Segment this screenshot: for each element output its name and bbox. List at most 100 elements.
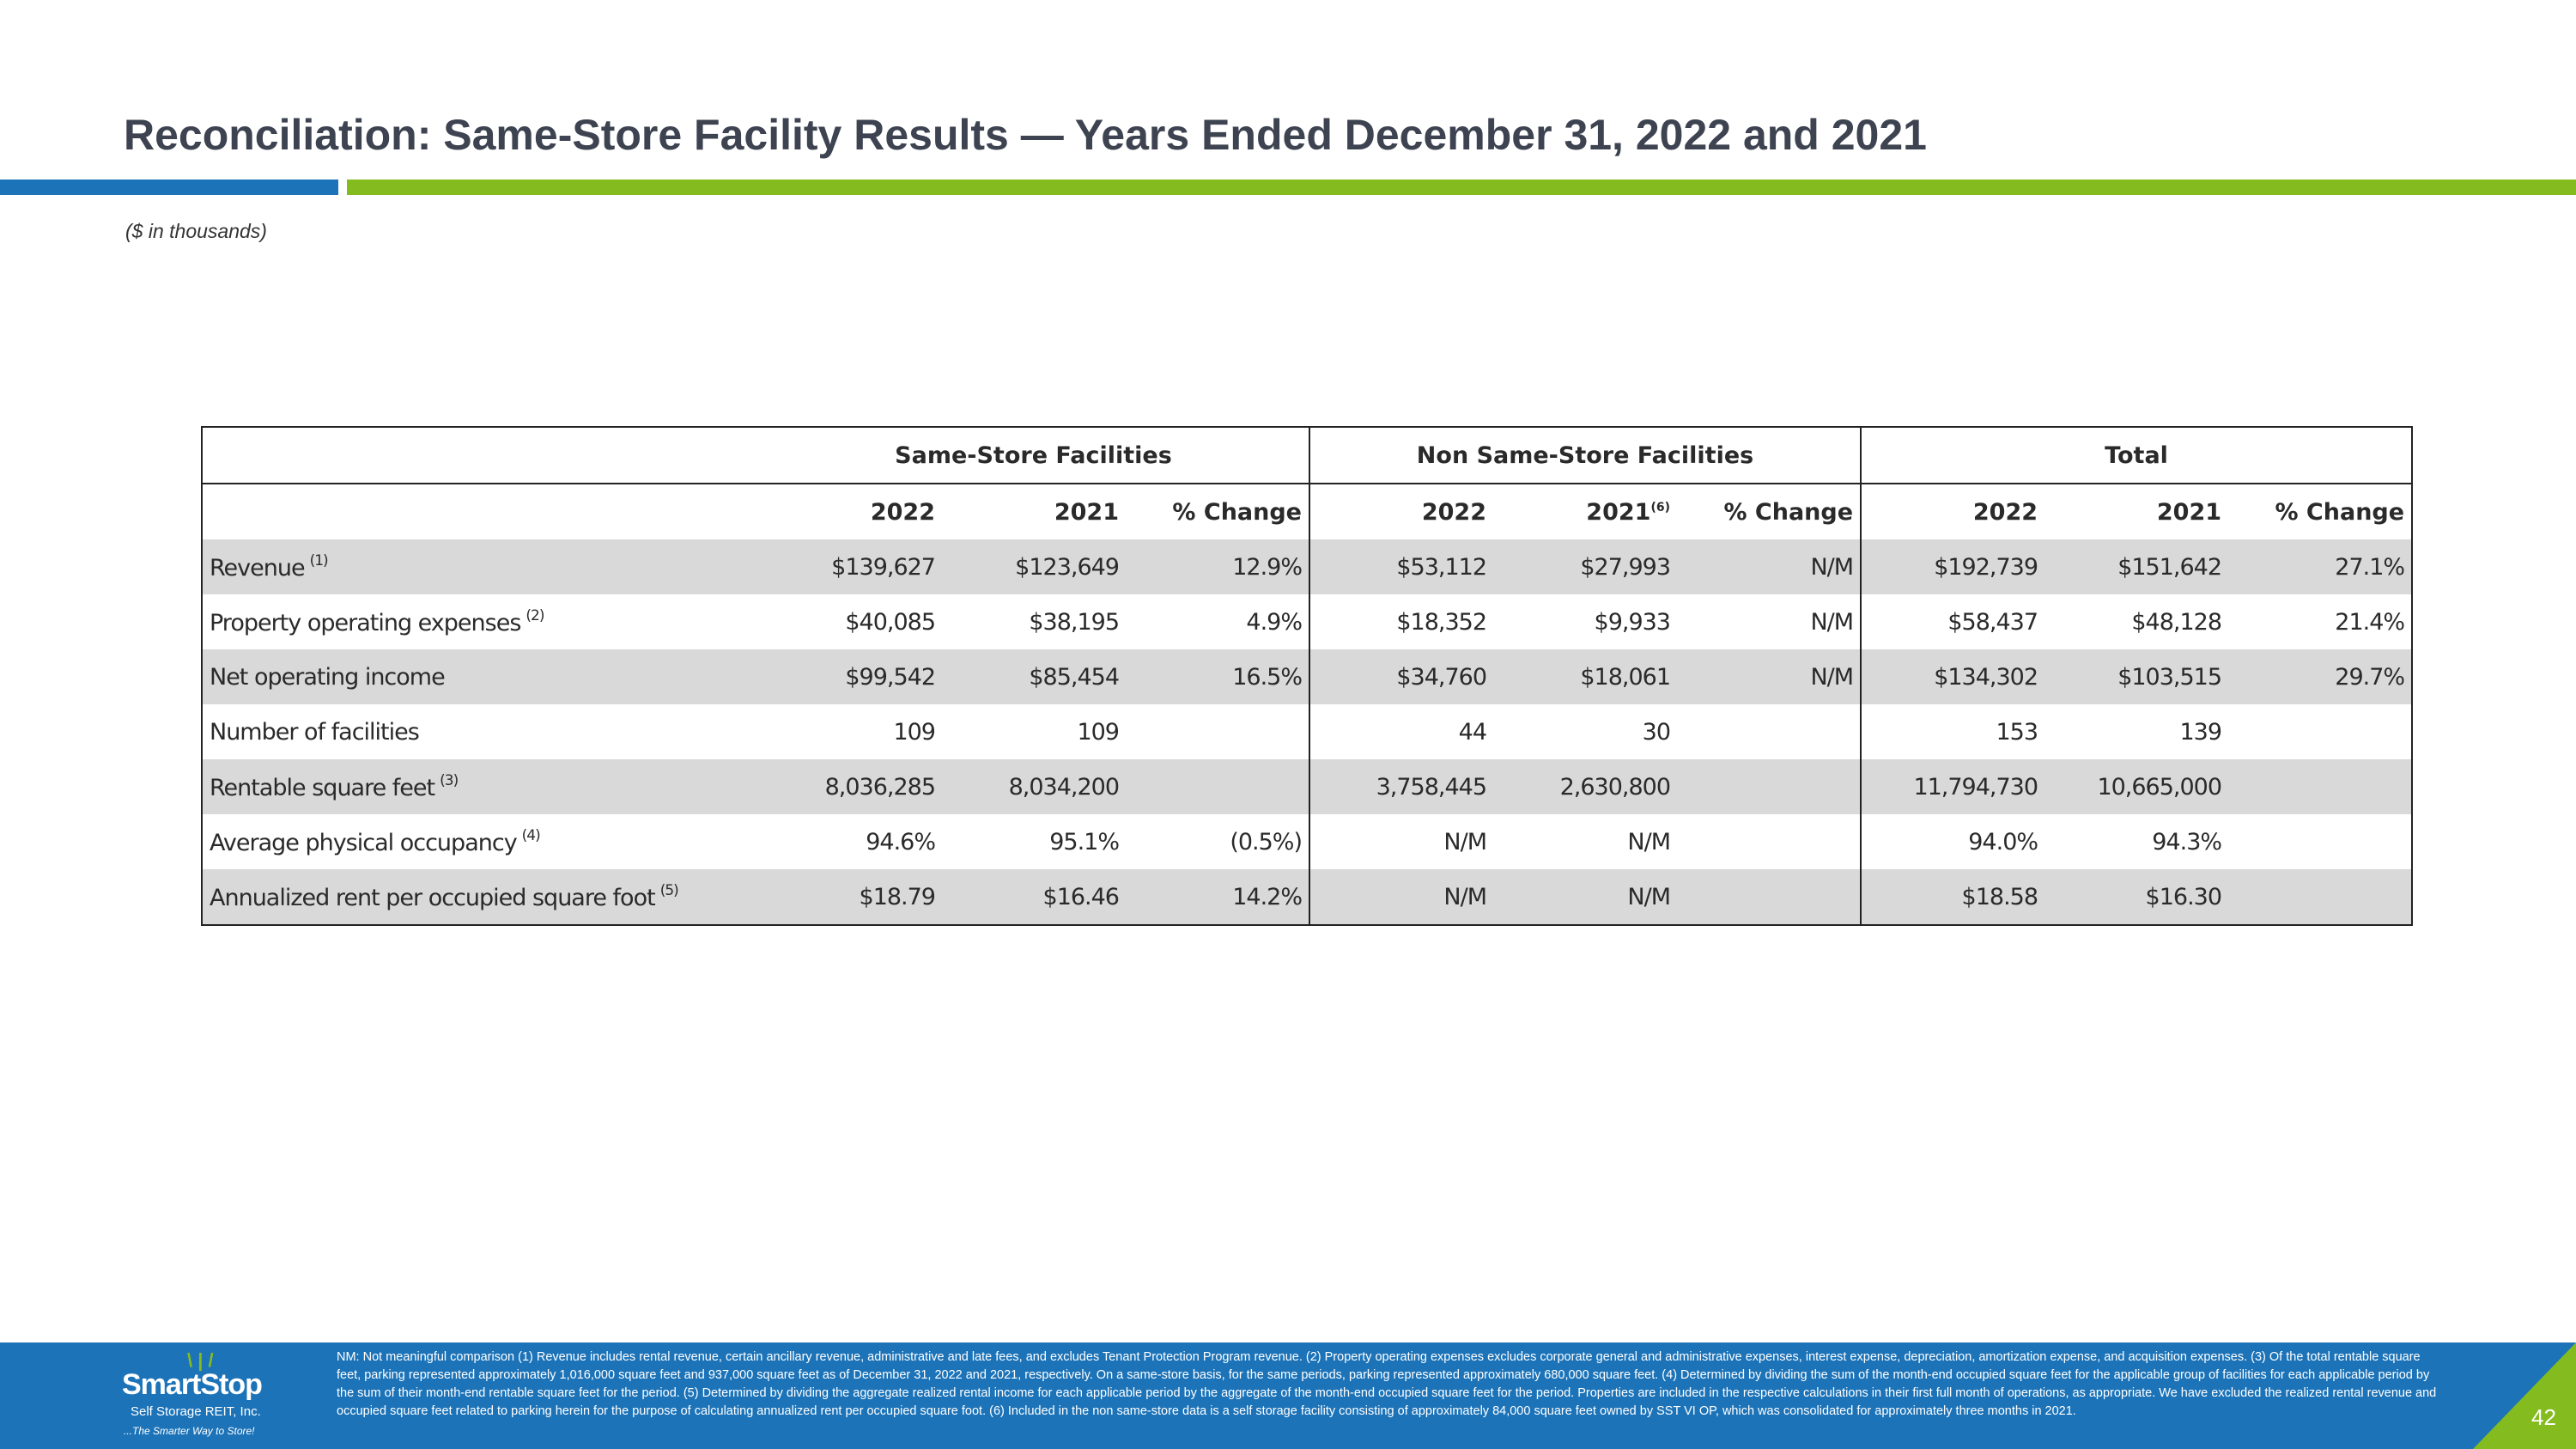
table-cell: $16.30 [2044, 869, 2229, 925]
table-row-annualized-rent: Annualized rent per occupied square foot… [202, 869, 2413, 925]
table-cell: $18,352 [1309, 594, 1493, 649]
table-cell: 10,665,000 [2044, 759, 2229, 814]
table-cell: N/M [1810, 608, 1854, 636]
row-label: Average physical occupancy (4) [202, 814, 758, 869]
row-label: Rentable square feet (3) [202, 759, 758, 814]
footnote-marker: (6) [1650, 500, 1670, 514]
col-header-ss-2021: 2021 [1054, 498, 1119, 526]
row-label-text: Net operating income [210, 663, 446, 691]
table-cell: 8,036,285 [758, 759, 942, 814]
table-row-revenue: Revenue (1) $139,627 $123,649 12.9% $53,1… [202, 539, 2413, 594]
col-header-ss-2022: 2022 [870, 498, 935, 526]
table-cell: 153 [1860, 704, 2045, 759]
table-cell: N/M [1677, 649, 1862, 704]
table-cell [2228, 869, 2413, 925]
table-cell: 21.4% [2335, 608, 2405, 636]
group-header-non-same-store: Non Same-Store Facilities [1308, 427, 1862, 484]
table-cell: $18.79 [758, 869, 942, 925]
row-label: Property operating expenses (2) [202, 594, 758, 649]
table-cell: 94.0% [1860, 814, 2045, 869]
row-label-text: Annualized rent per occupied square foot [210, 885, 656, 911]
table-cell: 29.7% [2228, 649, 2413, 704]
reconciliation-table: Same-Store Facilities Non Same-Store Fac… [201, 426, 2414, 926]
table-cell: 8,034,200 [942, 759, 1126, 814]
table-cell: 44 [1309, 704, 1493, 759]
units-note: ($ in thousands) [125, 220, 267, 242]
table-cell: 30 [1642, 718, 1671, 746]
empty-header-cell [202, 427, 758, 484]
table-cell: $53,112 [1309, 539, 1493, 594]
col-header-nss-pct: % Change [1723, 498, 1854, 526]
table-cell: 94.3% [2152, 828, 2222, 855]
table-cell: 16.5% [1126, 649, 1309, 704]
table-cell: (0.5%) [1230, 828, 1303, 855]
table-cell: 139 [2179, 718, 2222, 746]
table-cell [2228, 704, 2412, 759]
table-cell: 109 [1077, 718, 1120, 746]
table-cell: N/M [1493, 869, 1677, 925]
table-cell: $58,437 [1860, 594, 2045, 649]
table-cell: $34,760 [1309, 649, 1493, 704]
table-cell: 14.2% [1126, 869, 1309, 925]
company-logo: \ | / SmartStop Self Storage REIT, Inc. … [103, 1344, 292, 1447]
table-cell: $18,061 [1493, 649, 1677, 704]
table-cell: $18.58 [1860, 869, 2045, 925]
table-cell [1677, 704, 1861, 759]
table-cell: 94.6% [866, 828, 936, 855]
footer-accent-triangle [2473, 1342, 2576, 1449]
sun-burst-icon: \ | / [187, 1349, 214, 1371]
table-cell [2228, 814, 2412, 869]
row-label-text: Number of facilities [210, 718, 420, 746]
table-cell: N/M [1309, 869, 1493, 925]
table-cell: $85,454 [942, 649, 1126, 704]
footnote-marker: (4) [521, 827, 541, 844]
empty-header-cell [202, 484, 758, 539]
table-cell: N/M [1309, 814, 1493, 869]
row-label-text: Rentable square feet [210, 775, 435, 801]
footnote-marker: (2) [526, 607, 544, 624]
column-header-row: 2022 2021 % Change 2022 2021(6) % Change… [202, 484, 2412, 539]
row-label: Revenue (1) [202, 539, 758, 594]
col-header-ss-pct: % Change [1172, 498, 1302, 526]
col-header-nss-2022: 2022 [1309, 484, 1493, 539]
table-cell: $9,933 [1594, 608, 1671, 636]
table-cell: 3,758,445 [1309, 759, 1493, 814]
row-label: Annualized rent per occupied square foot… [202, 869, 758, 925]
footnote-marker: (3) [440, 772, 459, 789]
logo-name: SmartStop [122, 1368, 263, 1401]
table-cell: 109 [893, 718, 936, 746]
table-cell: 4.9% [1246, 608, 1303, 636]
page-title: Reconciliation: Same-Store Facility Resu… [124, 111, 1927, 159]
table-cell: $123,649 [942, 539, 1126, 594]
footer-band [0, 1342, 2576, 1449]
table-cell: $16.46 [942, 869, 1126, 925]
table-cell [1677, 814, 1861, 869]
table-cell: $192,739 [1860, 539, 2045, 594]
table-cell: 11,794,730 [1860, 759, 2045, 814]
footnotes-text: NM: Not meaningful comparison (1) Revenu… [337, 1350, 2437, 1418]
group-header-same-store: Same-Store Facilities [758, 427, 1309, 484]
col-header-nss-2021: 2021(6) [1493, 484, 1677, 539]
reconciliation-table-wrapper: Same-Store Facilities Non Same-Store Fac… [201, 426, 2414, 926]
table-cell [1126, 704, 1309, 759]
row-label-text: Property operating expenses [210, 610, 521, 636]
group-header-total: Total [1860, 427, 2413, 484]
accent-bar-green [347, 180, 2576, 195]
footnote-marker: (5) [659, 882, 679, 899]
table-cell: 95.1% [1049, 828, 1120, 855]
table-cell: $151,642 [2044, 539, 2229, 594]
logo-subtitle: Self Storage REIT, Inc. [131, 1404, 261, 1419]
table-cell: $103,515 [2044, 649, 2229, 704]
row-label-text: Average physical occupancy [210, 830, 518, 856]
row-label-text: Revenue [210, 555, 306, 581]
table-cell: $40,085 [845, 608, 936, 636]
table-cell: $27,993 [1493, 539, 1677, 594]
col-header-total-2021: 2021 [2156, 498, 2222, 526]
group-header-row: Same-Store Facilities Non Same-Store Fac… [202, 427, 2413, 484]
table-cell: $48,128 [2131, 608, 2222, 636]
table-cell [1677, 869, 1862, 925]
table-row-average-physical-occupancy: Average physical occupancy (4) 94.6% 95.1… [202, 814, 2412, 869]
table-row-property-operating-expenses: Property operating expenses (2) $40,085 $… [202, 594, 2412, 649]
table-cell: $134,302 [1860, 649, 2045, 704]
table-cell: 27.1% [2228, 539, 2413, 594]
